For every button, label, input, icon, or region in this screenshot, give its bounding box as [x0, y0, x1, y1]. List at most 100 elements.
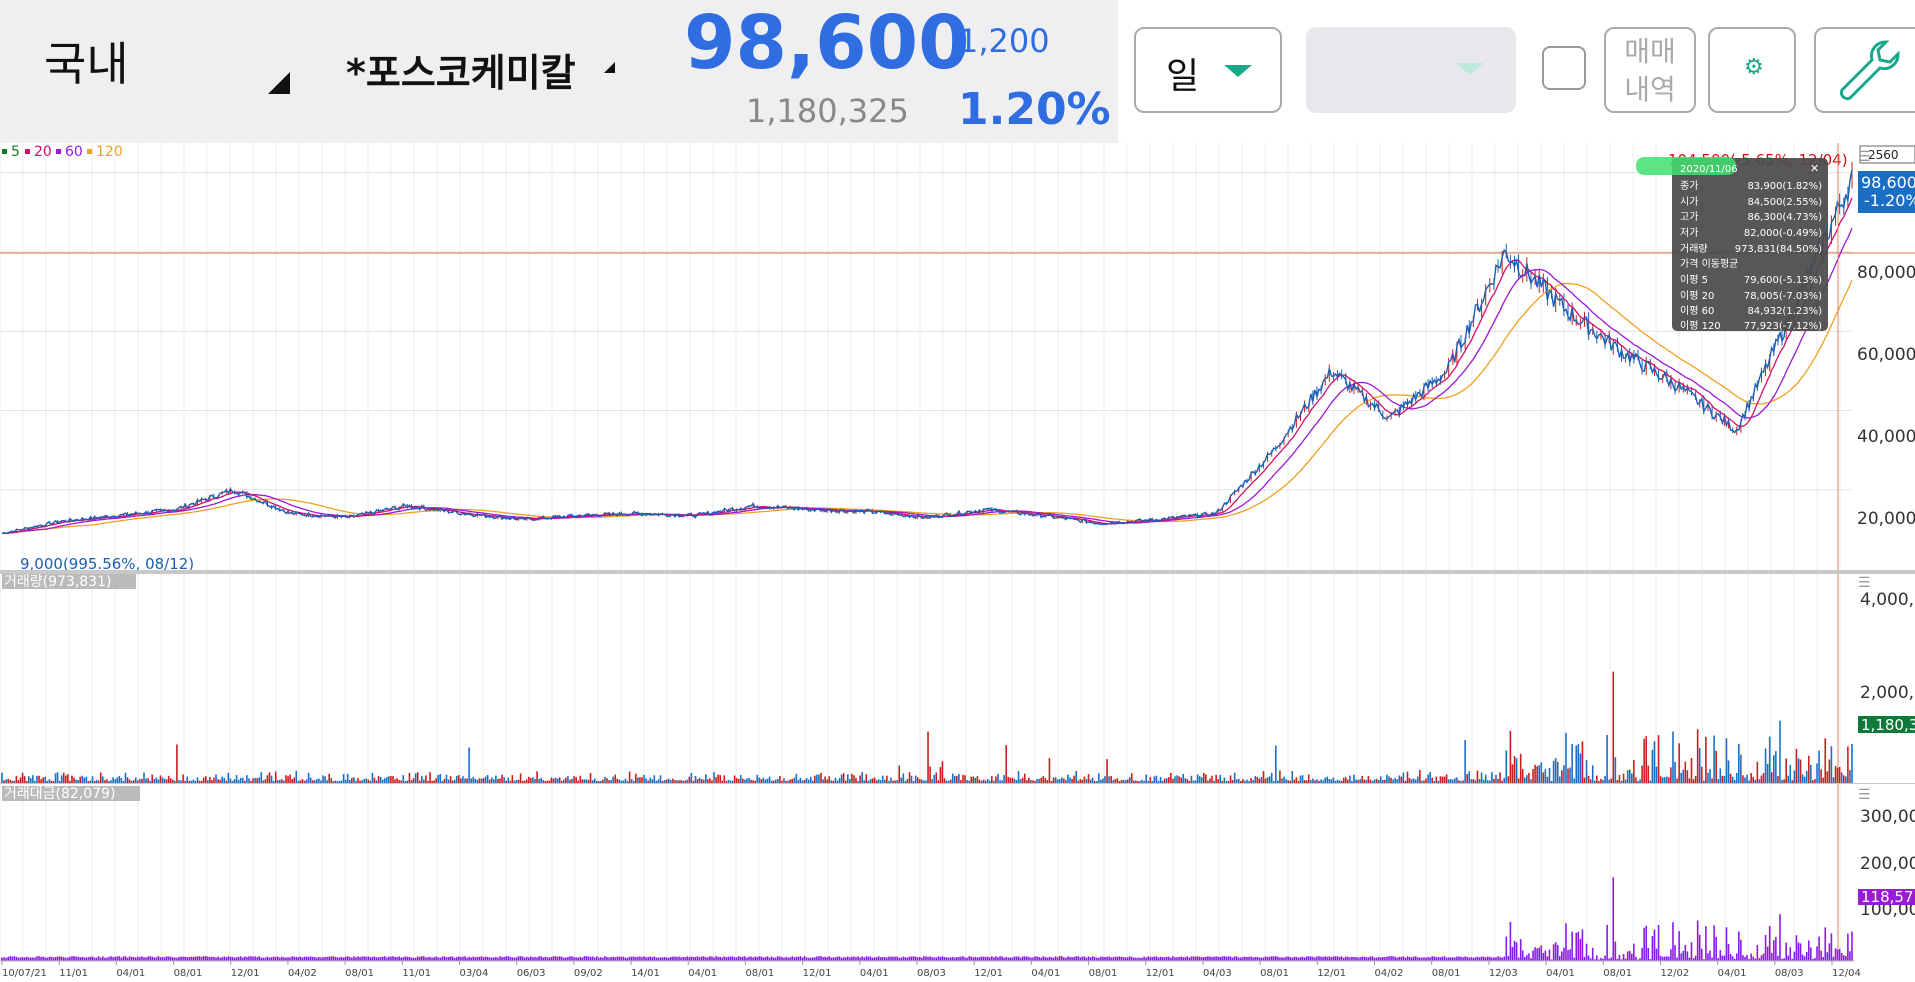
- close-icon[interactable]: ✕: [1810, 162, 1819, 175]
- wrench-icon: [1839, 40, 1900, 101]
- volume-title-bg: [2, 574, 136, 589]
- ma20-legend-swatch: [25, 149, 30, 154]
- ma5-legend-label: 5: [11, 144, 20, 160]
- tooltip-low-label: 저가: [1680, 227, 1698, 239]
- x-tick-label: 04/01: [1031, 968, 1060, 979]
- volume-tick: 4,000,0: [1860, 590, 1915, 610]
- x-tick-label: 08/01: [174, 968, 203, 979]
- x-tick-label: 04/01: [688, 968, 717, 979]
- x-tick-label: 08/03: [1775, 968, 1804, 979]
- x-tick-label: 08/01: [1089, 968, 1118, 979]
- ma-legend: 5 20 60 120: [2, 144, 123, 160]
- amount-current-tag-label: 118,57: [1861, 888, 1914, 906]
- indicator-selector[interactable]: [1306, 27, 1516, 113]
- tooltip-ma20-value: 78,005(-7.03%): [1744, 291, 1822, 302]
- chart-grid: [0, 143, 1852, 961]
- trade-history-label-2: 내역: [1624, 73, 1676, 106]
- x-tick-label: 03/04: [460, 968, 489, 979]
- stock-summary-panel: 국내 *포스코케미칼 98,600 1,200 1,180,325 1.20%: [0, 0, 1118, 143]
- tooltip-close-label: 종가: [1680, 180, 1698, 192]
- current-price: 98,600: [684, 0, 970, 86]
- x-tick-label: 12/04: [1832, 968, 1861, 979]
- option-checkbox[interactable]: [1542, 46, 1586, 90]
- volume-current-tag-label: 1,180,3: [1861, 716, 1915, 734]
- current-price-tag-label: 98,600: [1861, 173, 1915, 192]
- count-badge[interactable]: [1859, 145, 1915, 164]
- period-label: 일: [1166, 56, 1200, 97]
- x-tick-label: 12/01: [803, 968, 832, 979]
- x-tick-label: 12/01: [231, 968, 260, 979]
- current-change-tag-label: -1.20%: [1864, 191, 1915, 210]
- tooltip-ma120-label: 이평 120: [1680, 320, 1721, 332]
- stock-chart[interactable]: 5 20 60 120 9,000(995.56%, 08/12) 104,50…: [0, 143, 1915, 982]
- ma20-legend-label: 20: [34, 144, 52, 160]
- trade-volume: 1,180,325: [746, 92, 909, 130]
- x-tick-label: 08/01: [1260, 968, 1289, 979]
- x-tick-label: 08/01: [1603, 968, 1632, 979]
- tooltip-ma60-label: 이평 60: [1680, 305, 1714, 317]
- market-selector[interactable]: 국내: [44, 37, 129, 91]
- x-tick-label: 04/01: [860, 968, 889, 979]
- panel-menu-icon[interactable]: ☰: [1858, 787, 1871, 803]
- x-tick-label: 04/01: [1546, 968, 1575, 979]
- x-tick-label: 04/01: [1718, 968, 1747, 979]
- x-tick-label: 11/01: [402, 968, 431, 979]
- tooltip-low-value: 82,000(-0.49%): [1744, 228, 1822, 239]
- tooltip-ma5-value: 79,600(-5.13%): [1744, 275, 1822, 286]
- tooltip-vol-label: 거래량: [1680, 243, 1708, 255]
- panel-menu-icon[interactable]: ☰: [1858, 575, 1871, 591]
- price-axis: 80,000 60,000 40,000 20,000: [1857, 263, 1915, 529]
- x-tick-label: 12/01: [1317, 968, 1346, 979]
- ma60-legend-swatch: [56, 149, 61, 154]
- tooltip-ma-header: 가격 이동평균: [1680, 257, 1738, 270]
- x-tick-label: 08/01: [1432, 968, 1461, 979]
- panel-menu-icon[interactable]: ☰: [1858, 149, 1871, 165]
- price-tick: 60,000: [1857, 345, 1915, 365]
- low-price-label: 9,000(995.56%, 08/12): [20, 555, 194, 573]
- price-change: 1,200: [958, 22, 1050, 60]
- x-tick-label: 08/03: [917, 968, 946, 979]
- market-dropdown-icon[interactable]: [268, 72, 290, 94]
- x-tick-label: 12/02: [1660, 968, 1689, 979]
- tools-button[interactable]: [1814, 27, 1915, 113]
- tooltip-background: [1672, 158, 1828, 331]
- tooltip-close-value: 83,900(1.82%): [1747, 181, 1822, 192]
- volume-current-tag: [1858, 716, 1915, 733]
- panel-divider[interactable]: [0, 570, 1915, 574]
- price-tick: 80,000: [1857, 263, 1915, 283]
- x-tick-label: 04/03: [1203, 968, 1232, 979]
- period-selector[interactable]: 일: [1134, 27, 1282, 113]
- x-tick-label: 14/01: [631, 968, 660, 979]
- tooltip-ma120-value: 77,923(-7.12%): [1744, 321, 1822, 332]
- count-badge-label: 2560: [1868, 148, 1899, 162]
- x-tick-label: 08/01: [745, 968, 774, 979]
- settings-button[interactable]: ⚙: [1708, 27, 1796, 113]
- stock-dropdown-icon[interactable]: [604, 62, 615, 73]
- x-tick-label: 08/01: [345, 968, 374, 979]
- tooltip-vol-value: 973,831(84.50%): [1735, 244, 1822, 255]
- volume-tick: 2,000,0: [1860, 683, 1915, 703]
- tooltip-open-value: 84,500(2.55%): [1747, 197, 1822, 208]
- ma120-legend-label: 120: [96, 144, 123, 160]
- ma120-line: [1, 280, 1853, 535]
- x-tick-label: 09/02: [574, 968, 603, 979]
- tooltip-date: 2020/11/06: [1680, 164, 1738, 175]
- change-down-icon: [922, 36, 932, 44]
- x-tick-label: 12/03: [1489, 968, 1518, 979]
- x-tick-label: 06/03: [517, 968, 546, 979]
- volume-panel-title: 거래량(973,831): [4, 574, 111, 590]
- trade-history-button[interactable]: 매매 내역: [1604, 27, 1696, 113]
- x-tick-label: 12/01: [1146, 968, 1175, 979]
- tooltip-ma60-value: 84,932(1.23%): [1747, 306, 1822, 317]
- current-price-tag: [1858, 171, 1915, 213]
- x-tick-label: 04/01: [116, 968, 145, 979]
- stock-name[interactable]: *포스코케미칼: [346, 51, 576, 95]
- top-bar: 국내 *포스코케미칼 98,600 1,200 1,180,325 1.20% …: [0, 0, 1915, 143]
- chevron-down-icon: [1456, 63, 1484, 75]
- ma120-legend-swatch: [87, 149, 92, 154]
- amount-panel-title: 거래대금(82,079): [4, 786, 115, 802]
- ma60-line: [1, 227, 1853, 535]
- close-price-line: [1, 169, 1853, 535]
- amount-tick: 200,000: [1860, 854, 1915, 874]
- amount-current-tag: [1858, 889, 1915, 905]
